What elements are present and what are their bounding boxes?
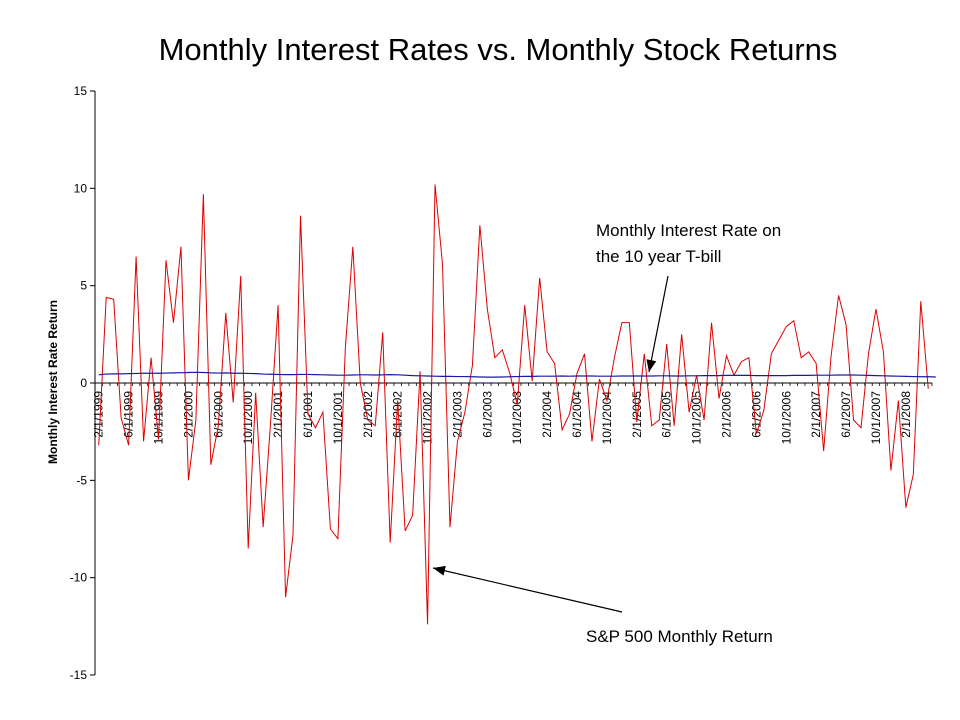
annotation-interest-rate-line2: the 10 year T-bill [596, 247, 722, 266]
x-tick-label: 10/1/2002 [421, 391, 435, 445]
x-tick-label: 2/1/2006 [719, 391, 733, 438]
annotation-interest-rate-line1: Monthly Interest Rate on [596, 221, 782, 240]
x-tick-label: 6/1/1999 [122, 391, 136, 438]
annotation-sp500-arrow-head [433, 565, 446, 576]
x-tick-label: 10/1/2006 [779, 391, 793, 445]
x-tick-label: 6/1/2004 [570, 391, 584, 438]
annotation-interest-rate: Monthly Interest Rate on the 10 year T-b… [596, 218, 896, 270]
x-tick-label: 6/1/2000 [211, 391, 225, 438]
y-axis-label: Monthly Interest Rate Return [46, 300, 60, 464]
x-tick-label: 10/1/2004 [600, 391, 614, 445]
tbill-rate-line [98, 371, 936, 378]
x-tick-label: 10/1/2001 [331, 391, 345, 445]
y-tick-label: 0 [80, 376, 87, 390]
x-tick-label: 6/1/2003 [480, 391, 494, 438]
y-tick-label: -15 [70, 668, 88, 682]
x-tick-label: 6/1/2002 [391, 391, 405, 438]
y-tick-label: 15 [74, 84, 88, 98]
x-tick-label: 2/1/2007 [809, 391, 823, 438]
chart-title: Monthly Interest Rates vs. Monthly Stock… [158, 32, 838, 67]
x-tick-label: 2/1/2008 [899, 391, 913, 438]
x-tick-label: 6/1/2007 [839, 391, 853, 438]
x-tick-label: 6/1/2005 [660, 391, 674, 438]
x-tick-label: 10/1/2007 [869, 391, 883, 445]
x-tick-label: 10/1/2003 [510, 391, 524, 445]
y-tick-label: -5 [76, 473, 87, 487]
x-tick-label: 2/1/2001 [271, 391, 285, 438]
annotation-sp500: S&P 500 Monthly Return [586, 627, 773, 646]
sp500-return-line [98, 184, 929, 625]
annotation-interest-rate-arrow [648, 275, 669, 373]
x-tick-label: 10/1/2005 [690, 391, 704, 445]
x-tick-label: 2/1/2005 [630, 391, 644, 438]
annotation-sp500-arrow [432, 567, 623, 613]
annotation-interest-rate-arrow-head [646, 359, 657, 372]
y-tick-label: 10 [74, 181, 88, 195]
y-tick-label: 5 [80, 279, 87, 293]
x-tick-label: 2/1/2000 [181, 391, 195, 438]
x-tick-label: 2/1/1999 [92, 391, 106, 438]
x-tick-label: 2/1/2004 [540, 391, 554, 438]
x-tick-label: 2/1/2003 [450, 391, 464, 438]
y-tick-label: -10 [70, 571, 88, 585]
